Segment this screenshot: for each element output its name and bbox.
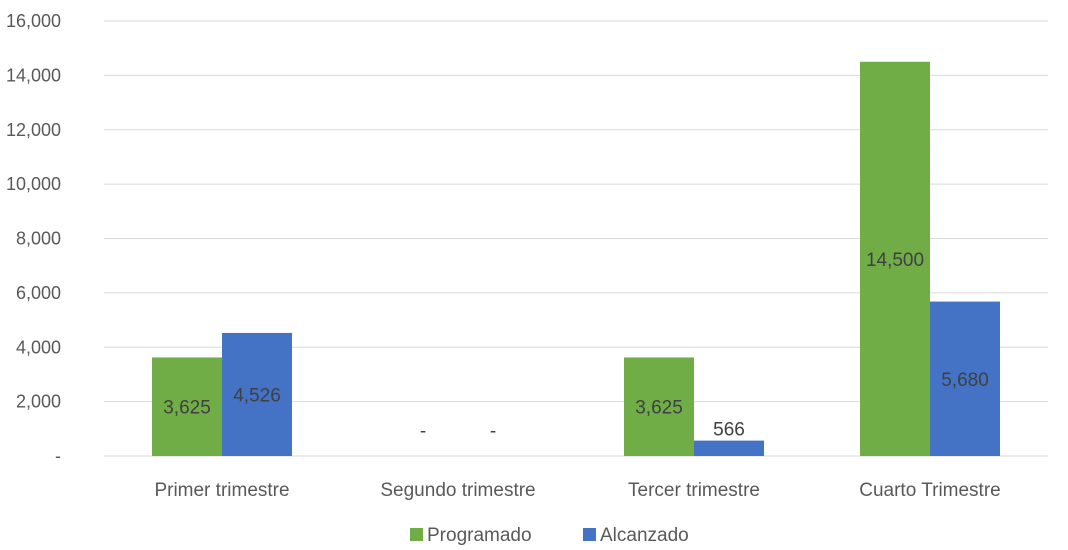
legend-label: Programado	[427, 525, 532, 546]
bar-alcanzado	[694, 440, 764, 456]
y-tick-label: 12,000	[6, 120, 61, 140]
y-tick-label: 8,000	[16, 229, 61, 249]
bars	[152, 61, 1000, 456]
x-category-label: Tercer trimestre	[628, 480, 760, 501]
x-category-label: Primer trimestre	[154, 480, 289, 501]
data-label: 3,625	[163, 398, 211, 419]
data-label: 4,526	[233, 385, 281, 406]
data-label: 3,625	[635, 398, 683, 419]
legend: Programado Alcanzado	[410, 525, 689, 546]
data-label: -	[490, 421, 496, 442]
bar-alcanzado	[222, 332, 292, 456]
data-label: 14,500	[866, 250, 924, 271]
data-label: 5,680	[941, 370, 989, 391]
legend-swatch-alcanzado	[583, 528, 596, 541]
bar-programado	[152, 357, 222, 456]
bar-programado	[860, 61, 930, 456]
legend-label: Alcanzado	[600, 525, 689, 546]
y-tick-label: 10,000	[6, 174, 61, 194]
y-tick-label: 4,000	[16, 337, 61, 357]
x-category-label: Cuarto Trimestre	[859, 480, 1000, 501]
x-axis: Primer trimestre Segundo trimestre Tercer …	[154, 480, 1000, 501]
data-label: -	[420, 421, 426, 442]
y-tick-label: 14,000	[6, 65, 61, 85]
y-tick-label: 16,000	[6, 11, 61, 31]
y-axis: - 2,000 4,000 6,000 8,000 10,000 12,000 14,000 1…	[6, 11, 61, 466]
y-tick-label: 2,000	[16, 392, 61, 412]
y-tick-label: -	[55, 446, 61, 466]
bar-programado	[624, 357, 694, 456]
data-labels: 3,625 4,526 - - 3,625 566 14,500 5,680	[163, 250, 989, 442]
data-label: 566	[713, 420, 745, 441]
y-tick-label: 6,000	[16, 283, 61, 303]
legend-swatch-programado	[410, 528, 423, 541]
bar-alcanzado	[930, 301, 1000, 456]
x-category-label: Segundo trimestre	[380, 480, 535, 501]
